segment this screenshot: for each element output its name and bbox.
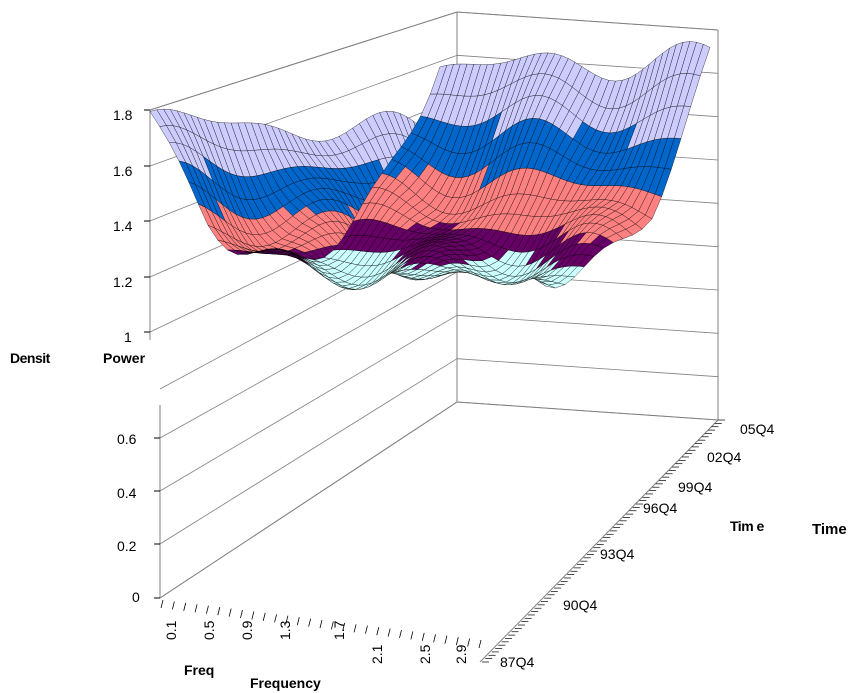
- x-tick-mark: [251, 611, 255, 620]
- gridline-right: [456, 401, 719, 421]
- y-axis-label-clipped: Tim e: [730, 518, 765, 534]
- x-tick-mark: [319, 619, 323, 629]
- z-tick-label-1.4: 1.4: [113, 218, 133, 234]
- z-tick-label-1.8: 1.8: [113, 107, 133, 123]
- z-tick-label-0.2: 0.2: [117, 538, 137, 554]
- x-tick-mark: [421, 632, 425, 641]
- x-tick-mark: [194, 604, 198, 613]
- y-tick-label-96Q4: 96Q4: [643, 500, 677, 516]
- y-tick-label-93Q4: 93Q4: [600, 546, 634, 562]
- x-tick-mark: [478, 639, 482, 649]
- x-tick-mark: [274, 614, 277, 623]
- x-tick-mark: [240, 609, 243, 619]
- z-tick-label-1: 1: [124, 329, 132, 345]
- x-tick-label-1.3: 1.3: [277, 620, 293, 640]
- gridline-left: [159, 314, 458, 492]
- axis-ticks: [144, 109, 725, 663]
- z-tick-label-0.6: 0.6: [117, 431, 137, 447]
- z-tick-label-1.6: 1.6: [113, 163, 133, 179]
- x-tick-mark: [342, 622, 346, 631]
- x-tick-mark: [206, 605, 209, 614]
- x-tick-mark: [285, 615, 289, 624]
- y-axis-label: Time: [812, 521, 847, 538]
- surface-mesh: [149, 41, 711, 290]
- y-tick-label-87Q4: 87Q4: [500, 654, 534, 670]
- gridline-left: [149, 11, 458, 111]
- x-tick-mark: [262, 612, 266, 621]
- x-tick-mark: [410, 631, 414, 640]
- x-tick-mark: [308, 618, 312, 627]
- x-tick-mark: [296, 617, 300, 626]
- z-axis-label: Power: [103, 350, 146, 366]
- gridline-right: [456, 314, 719, 334]
- y-tick-label-05Q4: 05Q4: [740, 421, 774, 437]
- x-tick-label-0.9: 0.9: [239, 620, 255, 640]
- gridline-left: [159, 358, 458, 545]
- x-tick-mark: [171, 601, 175, 610]
- y-tick-label-90Q4: 90Q4: [563, 597, 597, 613]
- z-tick-label-0: 0: [132, 589, 140, 605]
- x-tick-mark: [330, 621, 334, 630]
- y-tick-label-99Q4: 99Q4: [678, 479, 712, 495]
- x-tick-mark: [183, 602, 187, 611]
- x-tick-mark: [399, 629, 402, 639]
- gridline-left: [159, 401, 458, 599]
- x-tick-mark: [444, 635, 448, 644]
- gridline-right: [456, 358, 719, 378]
- x-tick-mark: [433, 634, 436, 643]
- gridline-right: [456, 11, 719, 31]
- x-tick-mark: [160, 599, 164, 609]
- x-tick-label-2.5: 2.5: [417, 644, 433, 664]
- x-tick-mark: [387, 628, 391, 637]
- z-tick-label-0.4: 0.4: [117, 485, 137, 501]
- x-tick-mark: [455, 637, 459, 646]
- x-axis-label: Frequency: [250, 675, 321, 691]
- x-tick-label-2.1: 2.1: [369, 644, 385, 664]
- x-tick-label-0.1: 0.1: [163, 620, 179, 640]
- x-tick-mark: [228, 608, 232, 617]
- x-tick-label-0.5: 0.5: [201, 620, 217, 640]
- surface-cell: [430, 65, 448, 95]
- x-tick-label-2.9: 2.9: [453, 644, 469, 664]
- x-tick-mark: [217, 607, 221, 616]
- z-axis-label-clipped: Densit: [10, 350, 51, 366]
- gridline-left: [159, 271, 458, 439]
- wall-edge: [479, 419, 719, 663]
- x-tick-mark: [467, 638, 471, 647]
- x-axis-label-clipped: Freq: [184, 662, 214, 678]
- x-tick-mark: [353, 624, 357, 633]
- z-tick-label-1.2: 1.2: [113, 274, 133, 290]
- x-tick-mark: [365, 625, 368, 634]
- x-tick-label-1.7: 1.7: [331, 620, 347, 640]
- y-tick-label-02Q4: 02Q4: [707, 449, 741, 465]
- x-tick-mark: [376, 627, 380, 636]
